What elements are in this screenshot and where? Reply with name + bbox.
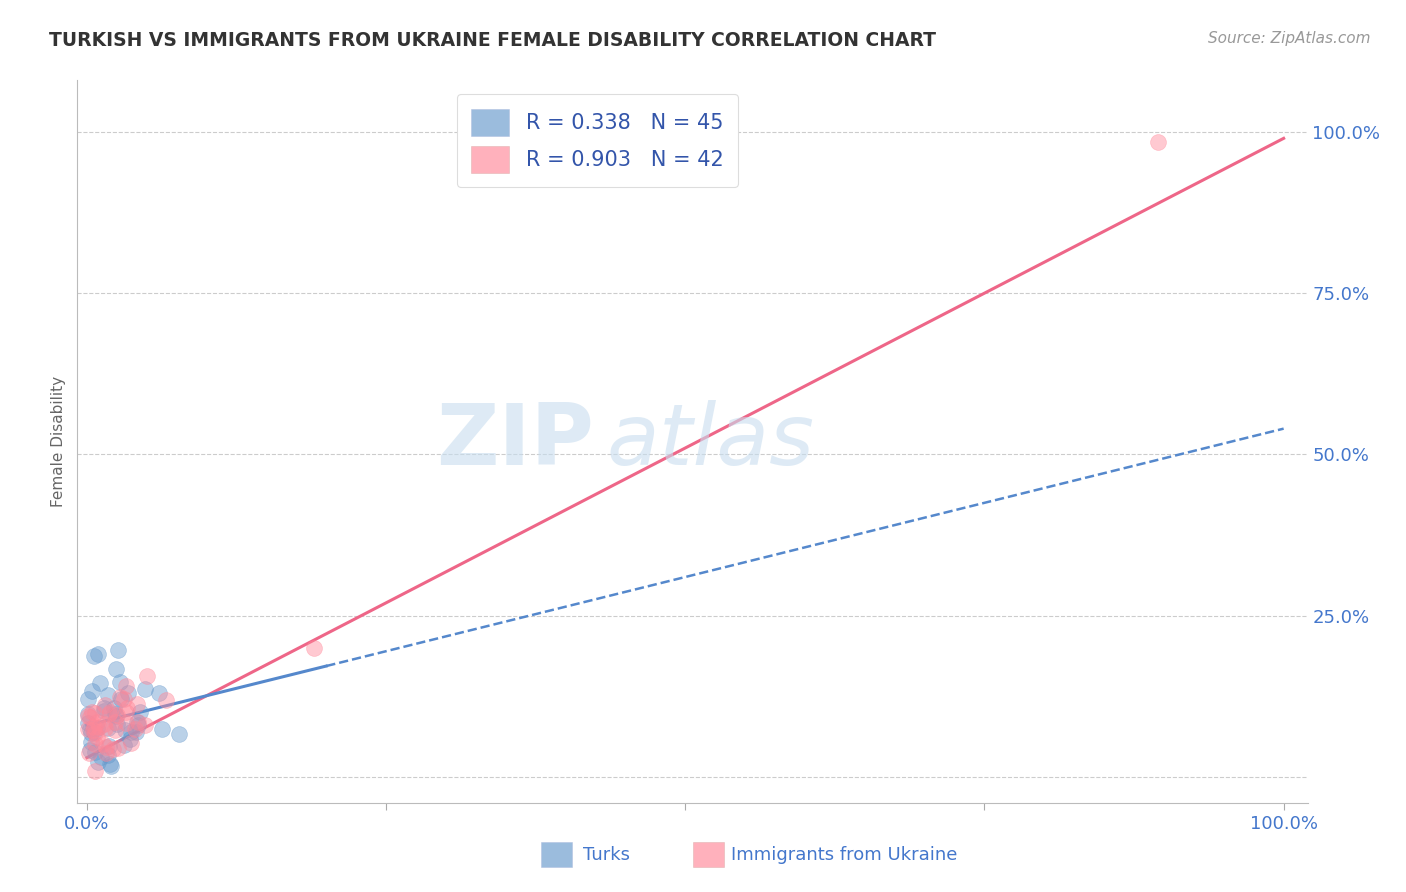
Point: [98, 705, 121, 719]
Point: [79, 726, 101, 740]
Point: [80, 734, 103, 748]
Point: [110, 692, 132, 706]
Point: [150, 722, 173, 736]
Point: [93, 717, 115, 731]
Point: [94, 746, 117, 760]
Point: [83, 745, 105, 759]
Point: [90, 750, 112, 764]
Point: [110, 675, 132, 690]
Point: [77, 691, 100, 706]
Point: [134, 718, 156, 732]
Point: [127, 717, 149, 731]
Point: [128, 706, 150, 720]
Point: [86, 714, 108, 729]
Point: [77, 747, 100, 761]
Point: [84, 726, 107, 740]
Point: [83, 648, 105, 663]
Point: [79, 710, 101, 724]
Point: [155, 693, 177, 707]
Point: [83, 720, 105, 734]
Point: [77, 716, 100, 731]
Point: [97, 747, 120, 762]
Point: [125, 698, 148, 712]
Point: [94, 698, 117, 713]
Point: [97, 706, 120, 721]
Point: [114, 716, 136, 731]
Point: [86, 730, 108, 744]
Point: [94, 740, 117, 755]
Point: [120, 725, 142, 739]
Text: Immigrants from Ukraine: Immigrants from Ukraine: [731, 846, 957, 863]
Point: [77, 708, 100, 723]
Point: [93, 705, 115, 719]
Point: [80, 705, 103, 719]
Point: [91, 737, 114, 751]
Point: [134, 682, 156, 697]
Point: [105, 708, 128, 723]
Point: [125, 725, 148, 739]
Point: [104, 715, 127, 730]
Point: [127, 715, 149, 730]
Point: [79, 743, 101, 757]
Point: [77, 722, 100, 736]
Point: [84, 737, 107, 751]
Point: [136, 669, 159, 683]
Text: Turks: Turks: [583, 846, 630, 863]
Point: [1147, 135, 1170, 149]
Point: [115, 705, 138, 719]
Point: [104, 706, 127, 721]
Point: [104, 662, 127, 676]
Point: [98, 739, 121, 753]
Point: [89, 720, 111, 734]
Point: [93, 700, 115, 714]
Point: [117, 685, 139, 699]
Legend: R = 0.338   N = 45, R = 0.903   N = 42: R = 0.338 N = 45, R = 0.903 N = 42: [457, 95, 738, 187]
Point: [86, 721, 108, 735]
Point: [98, 757, 121, 772]
Point: [87, 755, 110, 769]
Point: [82, 683, 104, 698]
Point: [115, 701, 138, 715]
Point: [77, 706, 100, 721]
Point: [120, 736, 142, 750]
Point: [107, 741, 129, 756]
Point: [112, 691, 135, 706]
Point: [96, 721, 118, 735]
Point: [89, 675, 111, 690]
Point: [114, 723, 136, 737]
Point: [84, 706, 107, 721]
Text: ZIP: ZIP: [436, 400, 595, 483]
Point: [114, 679, 136, 693]
Text: atlas: atlas: [606, 400, 814, 483]
Point: [167, 727, 190, 741]
Point: [104, 723, 127, 737]
Point: [86, 648, 108, 662]
Point: [103, 700, 125, 714]
Point: [124, 722, 146, 736]
Point: [97, 688, 120, 702]
Point: [83, 725, 105, 739]
Point: [83, 764, 105, 778]
Point: [94, 721, 117, 735]
Point: [101, 742, 124, 756]
Point: [107, 643, 129, 657]
Point: [118, 731, 141, 746]
Text: Source: ZipAtlas.com: Source: ZipAtlas.com: [1208, 31, 1371, 46]
Point: [110, 690, 132, 705]
Text: TURKISH VS IMMIGRANTS FROM UKRAINE FEMALE DISABILITY CORRELATION CHART: TURKISH VS IMMIGRANTS FROM UKRAINE FEMAL…: [49, 31, 936, 50]
Point: [100, 759, 122, 773]
Point: [125, 714, 148, 729]
Point: [148, 686, 170, 700]
Point: [105, 709, 128, 723]
Point: [82, 723, 104, 738]
Point: [79, 722, 101, 736]
Y-axis label: Female Disability: Female Disability: [51, 376, 66, 508]
Point: [105, 717, 128, 731]
Point: [112, 738, 135, 752]
Point: [304, 640, 326, 655]
